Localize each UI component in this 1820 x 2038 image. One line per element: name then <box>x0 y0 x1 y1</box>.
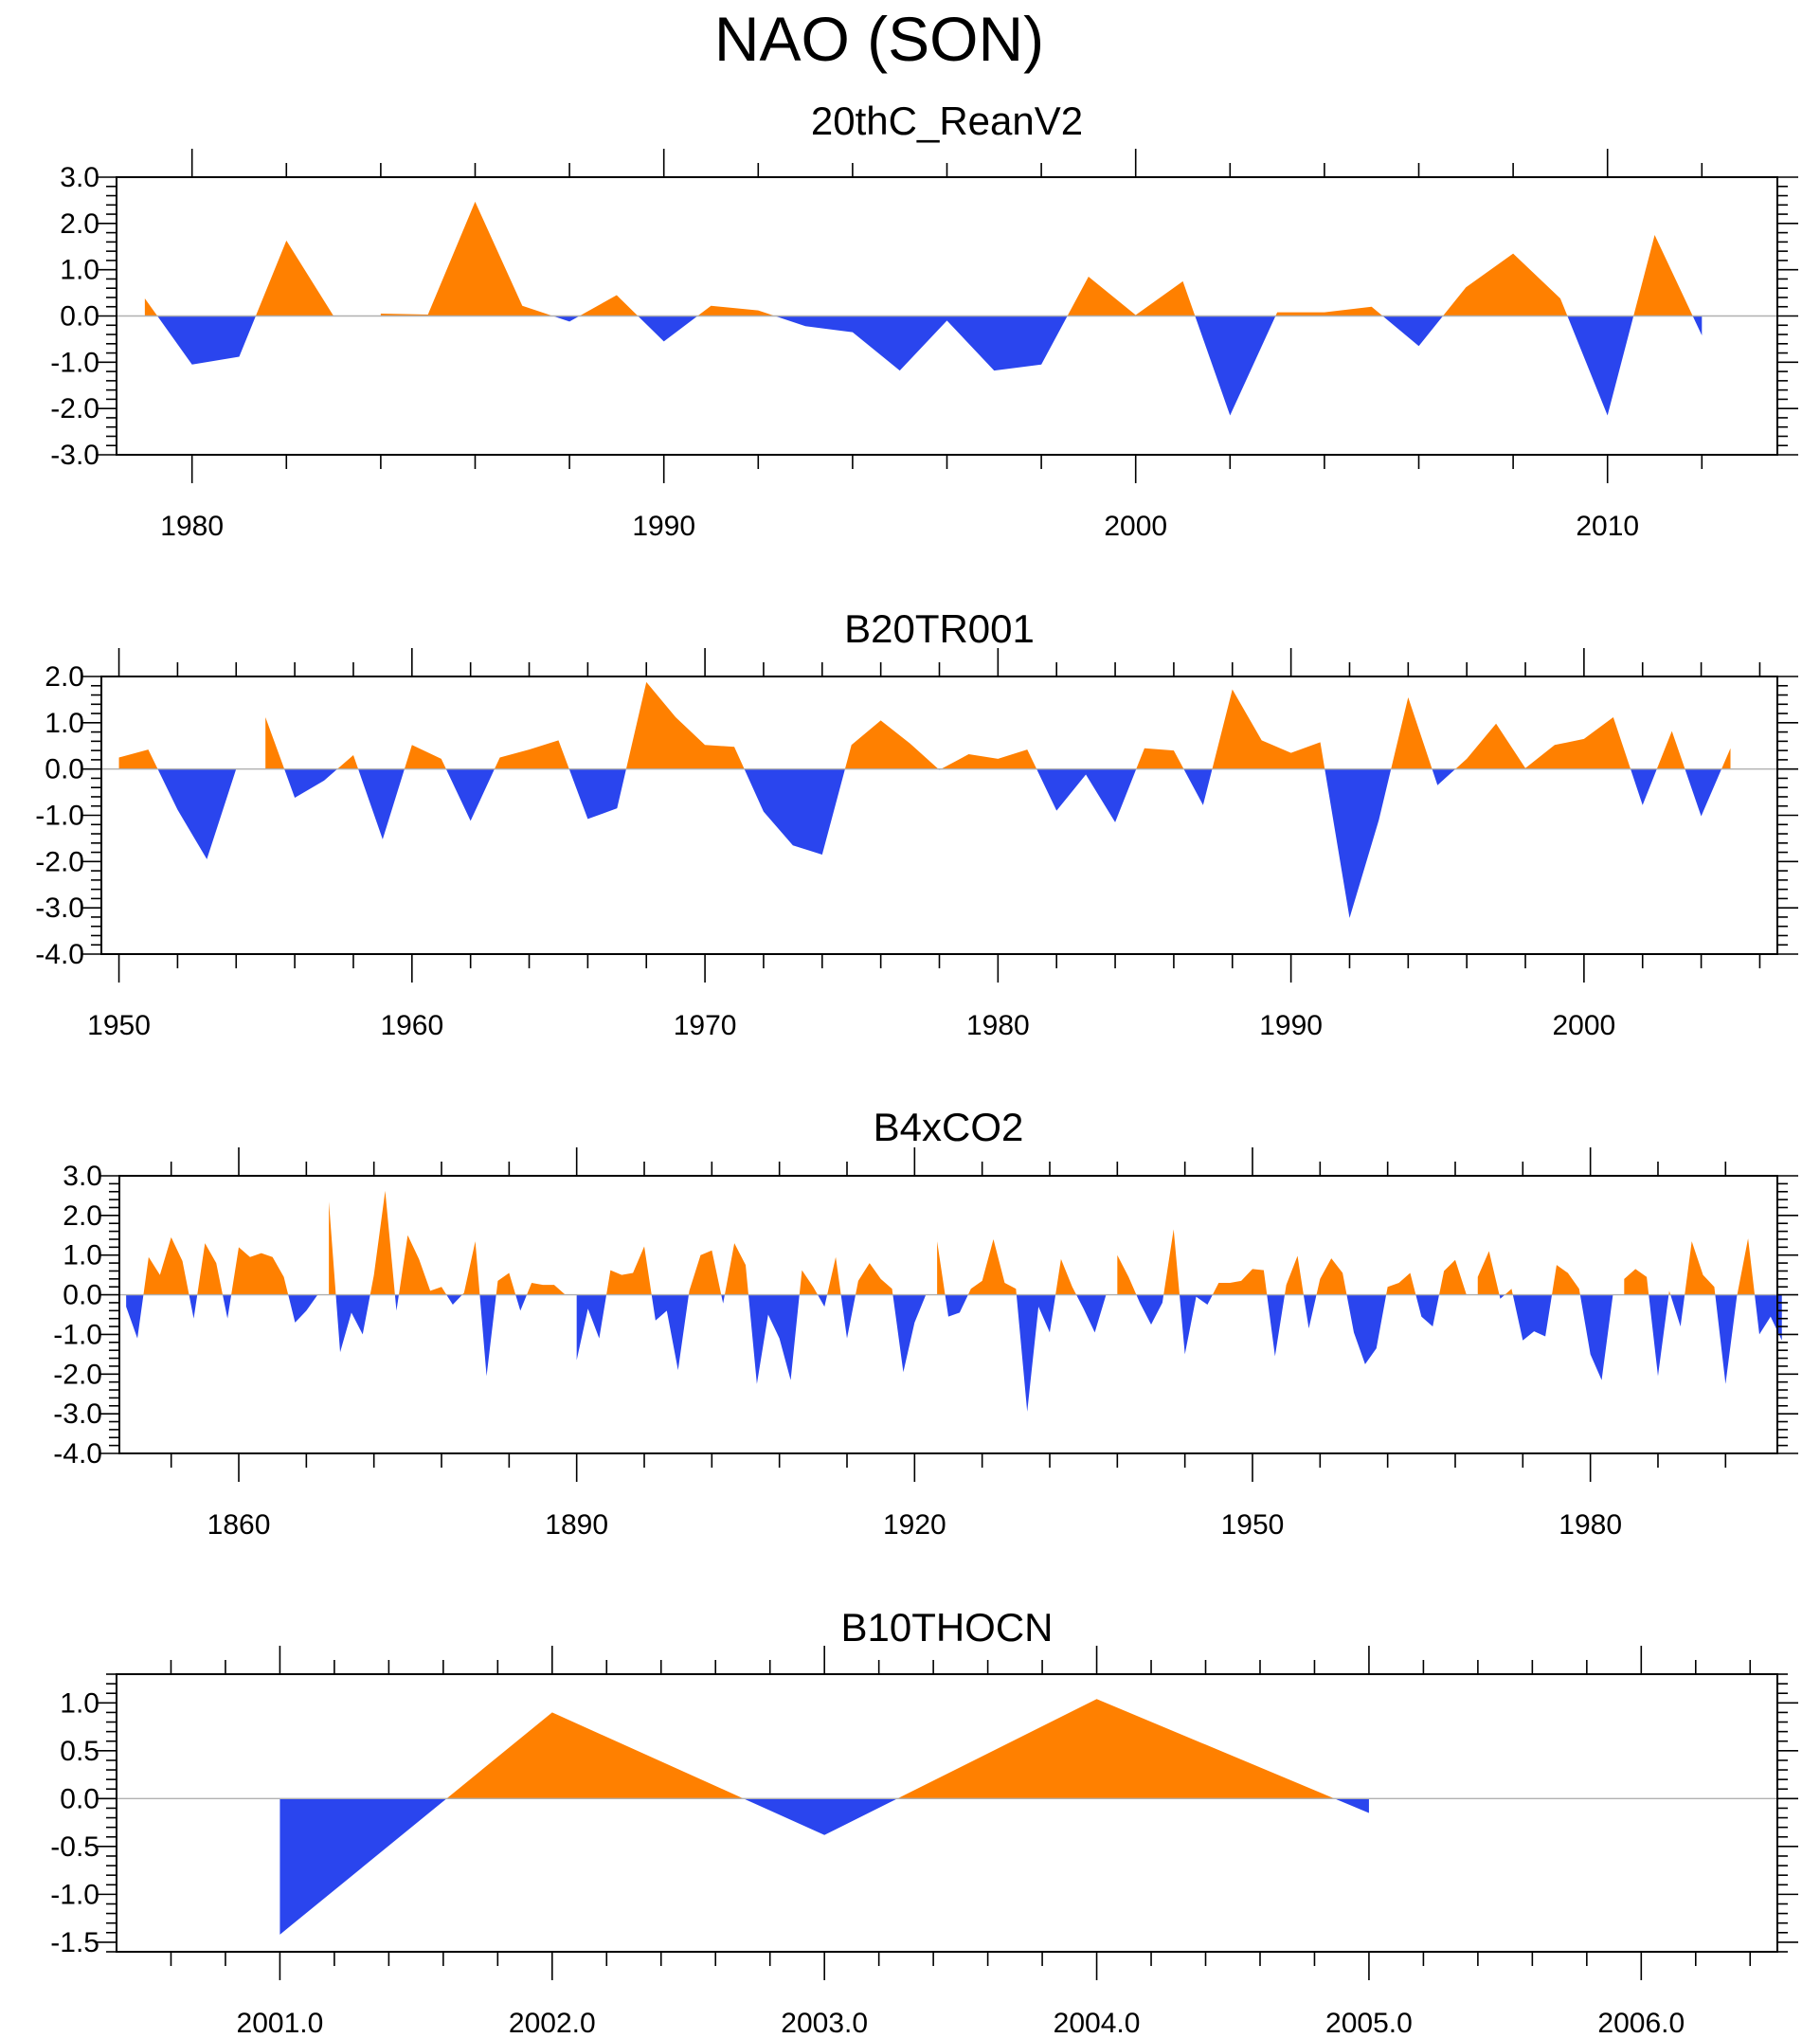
panel-1: 20thC_ReanV2 3.0 2.0 1.0 0.0 -1.0 -2.0 -3.0 1980… <box>50 99 1798 542</box>
plot-frame <box>116 1673 1778 1953</box>
x-tick-label: 1980 <box>966 1010 1030 1041</box>
x-tick-label: 1890 <box>545 1509 608 1541</box>
plot-frame <box>100 676 1778 955</box>
x-tick-label: 1980 <box>160 511 224 542</box>
x-tick-label: 2001.0 <box>237 2008 324 2038</box>
positive-anomaly-area <box>144 201 1693 316</box>
y-tick-label: -3.0 <box>50 440 99 471</box>
x-tick-label: 2002.0 <box>509 2008 596 2038</box>
x-tick-label: 2006.0 <box>1597 2008 1685 2038</box>
y-tick-label: 3.0 <box>63 1161 102 1192</box>
y-tick-label: 1.0 <box>60 255 99 286</box>
y-tick-label: -2.0 <box>35 846 84 877</box>
x-tick-label: 1860 <box>207 1509 271 1541</box>
y-tick-label: 0.0 <box>45 754 84 785</box>
x-tick-label: 2003.0 <box>781 2008 868 2038</box>
y-tick-label: 0.0 <box>63 1280 102 1311</box>
negative-anomaly-area <box>126 1294 1782 1413</box>
x-tick-label: 1960 <box>380 1010 443 1041</box>
y-tick-label: -3.0 <box>53 1398 102 1430</box>
panel-title: B20TR001 <box>844 606 1035 651</box>
y-tick-label: 2.0 <box>63 1200 102 1232</box>
panel-title: 20thC_ReanV2 <box>811 99 1083 143</box>
y-tick-label: 2.0 <box>45 661 84 693</box>
y-tick-label: -3.0 <box>35 893 84 924</box>
y-tick-label: -1.0 <box>35 801 84 832</box>
y-tick-label: -1.5 <box>50 1927 99 1958</box>
positive-anomaly-area <box>118 681 1731 769</box>
positive-anomaly-area <box>143 1190 1756 1295</box>
y-tick-label: 2.0 <box>60 208 99 240</box>
y-tick-label: -1.0 <box>50 1879 99 1910</box>
y-tick-label: 0.0 <box>60 301 99 333</box>
negative-anomaly-area <box>279 1798 1369 1935</box>
x-tick-label: 2005.0 <box>1325 2008 1413 2038</box>
y-tick-label: 0.0 <box>60 1783 99 1814</box>
y-tick-label: 3.0 <box>60 162 99 193</box>
x-tick-label: 1980 <box>1559 1509 1622 1541</box>
negative-anomaly-area <box>157 316 1703 416</box>
figure-title: NAO (SON) <box>714 4 1044 74</box>
x-tick-label: 2000 <box>1104 511 1167 542</box>
panel-3: B4xCO2 3.0 2.0 1.0 0.0 -1.0 -2.0 -3.0 -4.0 1860 18… <box>53 1105 1798 1541</box>
y-tick-label: 1.0 <box>63 1240 102 1271</box>
panel-2: B20TR001 2.0 1.0 0.0 -1.0 -2.0 -3.0 -4.0 1950 196… <box>35 606 1798 1041</box>
x-tick-label: 1990 <box>632 511 695 542</box>
panels-group: 20thC_ReanV2 3.0 2.0 1.0 0.0 -1.0 -2.0 -3.0 1980… <box>35 99 1798 2038</box>
negative-anomaly-area <box>157 768 1722 918</box>
y-tick-label: -4.0 <box>53 1438 102 1470</box>
positive-anomaly-area <box>446 1699 1335 1799</box>
x-tick-label: 1950 <box>87 1010 151 1041</box>
y-tick-label: -2.0 <box>53 1359 102 1390</box>
y-tick-label: 0.5 <box>60 1736 99 1767</box>
panel-title: B4xCO2 <box>874 1105 1024 1149</box>
y-tick-label: 1.0 <box>45 708 84 739</box>
y-tick-label: -1.0 <box>50 347 99 378</box>
y-tick-label: -4.0 <box>35 939 84 970</box>
panel-4: B10THOCN 1.0 0.5 0.0 -0.5 -1.0 -1.5 2001.0 2002.… <box>50 1605 1798 2038</box>
y-tick-label: 1.0 <box>60 1687 99 1719</box>
plot-frame <box>118 1175 1778 1454</box>
x-tick-label: 1950 <box>1221 1509 1285 1541</box>
panel-title: B10THOCN <box>840 1605 1053 1650</box>
x-tick-label: 1920 <box>883 1509 946 1541</box>
y-tick-label: -0.5 <box>50 1831 99 1863</box>
y-tick-label: -1.0 <box>53 1319 102 1350</box>
x-tick-label: 2010 <box>1576 511 1639 542</box>
x-tick-label: 2004.0 <box>1054 2008 1141 2038</box>
x-tick-label: 2000 <box>1553 1010 1616 1041</box>
y-tick-label: -2.0 <box>50 393 99 424</box>
x-tick-label: 1990 <box>1259 1010 1323 1041</box>
x-tick-label: 1970 <box>674 1010 737 1041</box>
